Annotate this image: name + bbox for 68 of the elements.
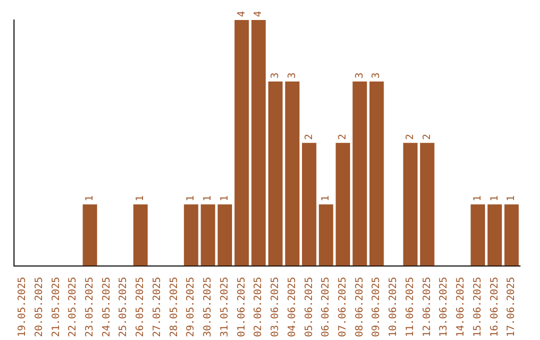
x-tick-label: 22.05.2025	[68, 276, 79, 338]
bar	[302, 142, 316, 266]
x-tick-label: 10.06.2025	[388, 276, 400, 338]
x-tick-label: 30.05.2025	[202, 276, 214, 338]
x-tick-label: 11.06.2025	[404, 276, 416, 338]
x-tick-label: 27.05.2025	[152, 276, 163, 338]
x-tick-label: 12.06.2025	[422, 276, 433, 338]
bar	[234, 20, 249, 266]
bar	[82, 204, 98, 266]
x-tick-label: 20.05.2025	[34, 276, 45, 338]
x-tick-label: 13.06.2025	[438, 276, 450, 338]
data-label: 4	[236, 10, 248, 17]
bar	[420, 142, 434, 266]
bar	[488, 204, 502, 266]
data-label: 3	[270, 72, 282, 78]
x-tick-label: 03.06.2025	[270, 276, 282, 338]
x-tick-label: 08.06.2025	[354, 276, 366, 338]
x-tick-label: 01.06.2025	[236, 276, 248, 338]
bar	[133, 204, 148, 266]
data-label: 2	[404, 134, 416, 140]
bar	[369, 81, 384, 266]
bar	[470, 204, 485, 266]
bar	[251, 20, 266, 266]
data-label: 4	[253, 10, 264, 17]
x-tick-label: 23.05.2025	[84, 276, 96, 338]
x-tick-label: 25.05.2025	[118, 276, 130, 338]
x-tick-label: 31.05.2025	[219, 276, 230, 338]
data-label: 1	[506, 195, 518, 202]
bar	[352, 81, 367, 266]
data-label: 1	[202, 195, 214, 202]
x-tick-label: 06.06.2025	[320, 276, 332, 338]
x-tick-label: 24.05.2025	[101, 276, 112, 338]
bar	[200, 204, 216, 266]
data-label: 1	[472, 195, 484, 202]
data-label: 3	[371, 72, 382, 78]
x-tick-label: 05.06.2025	[304, 276, 315, 338]
x-tick-label: 17.06.2025	[506, 276, 518, 338]
x-tick-label: 19.05.2025	[17, 276, 28, 338]
data-label: 3	[286, 72, 298, 78]
x-tick-label: 28.05.2025	[168, 276, 180, 338]
bar	[184, 204, 198, 266]
x-tick-label: 29.05.2025	[186, 276, 197, 338]
data-label: 1	[84, 195, 96, 202]
x-tick-label: 15.06.2025	[472, 276, 484, 338]
data-label: 1	[320, 195, 332, 202]
x-tick-label: 04.06.2025	[286, 276, 298, 338]
x-tick-label: 09.06.2025	[371, 276, 382, 338]
bar	[336, 142, 350, 266]
data-label: 1	[219, 195, 230, 202]
bar	[318, 204, 334, 266]
data-label: 2	[337, 134, 348, 140]
data-label: 3	[354, 72, 366, 78]
x-tick-label: 07.06.2025	[337, 276, 348, 338]
bar	[268, 81, 283, 266]
data-label: 2	[304, 134, 315, 140]
data-label: 2	[422, 134, 433, 140]
x-tick-label: 02.06.2025	[253, 276, 264, 338]
x-tick-label: 26.05.2025	[135, 276, 146, 338]
bar	[504, 204, 519, 266]
data-label: 1	[186, 195, 197, 202]
data-label: 1	[489, 195, 500, 202]
bar	[218, 204, 232, 266]
data-label: 1	[135, 195, 146, 202]
bar	[403, 142, 418, 266]
x-tick-label: 14.06.2025	[456, 276, 467, 338]
x-tick-label: 16.06.2025	[489, 276, 500, 338]
x-tick-label: 21.05.2025	[50, 276, 62, 338]
bar	[285, 81, 300, 266]
